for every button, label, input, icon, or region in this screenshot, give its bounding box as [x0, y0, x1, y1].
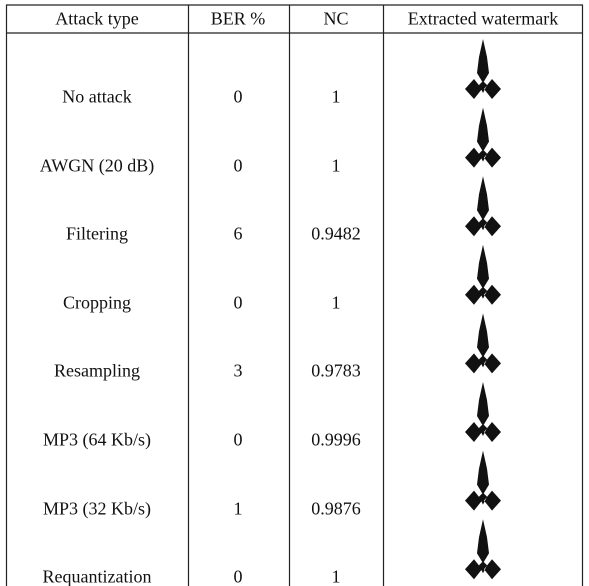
header-cell: BER %: [210, 8, 266, 29]
ber-value: 1: [233, 498, 243, 519]
nc-value: 1: [331, 566, 341, 586]
attack-type: Cropping: [62, 292, 132, 313]
ber-value: 0: [233, 566, 243, 586]
header-cell: Extracted watermark: [407, 8, 559, 29]
ber-value: 3: [233, 360, 243, 381]
nc-value: 1: [331, 86, 341, 107]
ber-value: 0: [233, 155, 243, 176]
watermark-image: [465, 382, 501, 442]
nc-value: 0.9783: [311, 360, 361, 381]
ber-value: 0: [233, 429, 243, 450]
watermark-image: [465, 176, 501, 237]
header-cell: Attack type: [55, 8, 139, 29]
attack-type: Filtering: [66, 223, 128, 244]
nc-value: 0.9996: [311, 429, 361, 450]
watermark-image: [465, 107, 501, 168]
watermark-image: [465, 450, 501, 511]
header-cell: NC: [323, 8, 349, 29]
attack-type: AWGN (20 dB): [39, 155, 155, 176]
nc-value: 1: [331, 292, 341, 313]
nc-value: 1: [331, 155, 341, 176]
ber-value: 0: [233, 292, 243, 313]
nc-value: 0.9876: [311, 498, 361, 519]
attack-type: Requantization: [42, 566, 152, 586]
attack-type: MP3 (32 Kb/s): [42, 498, 152, 519]
attack-type: Resampling: [54, 360, 140, 381]
ber-value: 0: [233, 86, 243, 107]
watermark-image: [465, 39, 501, 99]
watermark-image: [465, 244, 501, 305]
attack-type: MP3 (64 Kb/s): [42, 429, 152, 450]
watermark-image: [465, 519, 501, 580]
nc-value: 0.9482: [311, 223, 361, 244]
attack-type: No attack: [62, 86, 132, 107]
watermark-image: [465, 313, 501, 374]
ber-value: 6: [233, 223, 243, 244]
